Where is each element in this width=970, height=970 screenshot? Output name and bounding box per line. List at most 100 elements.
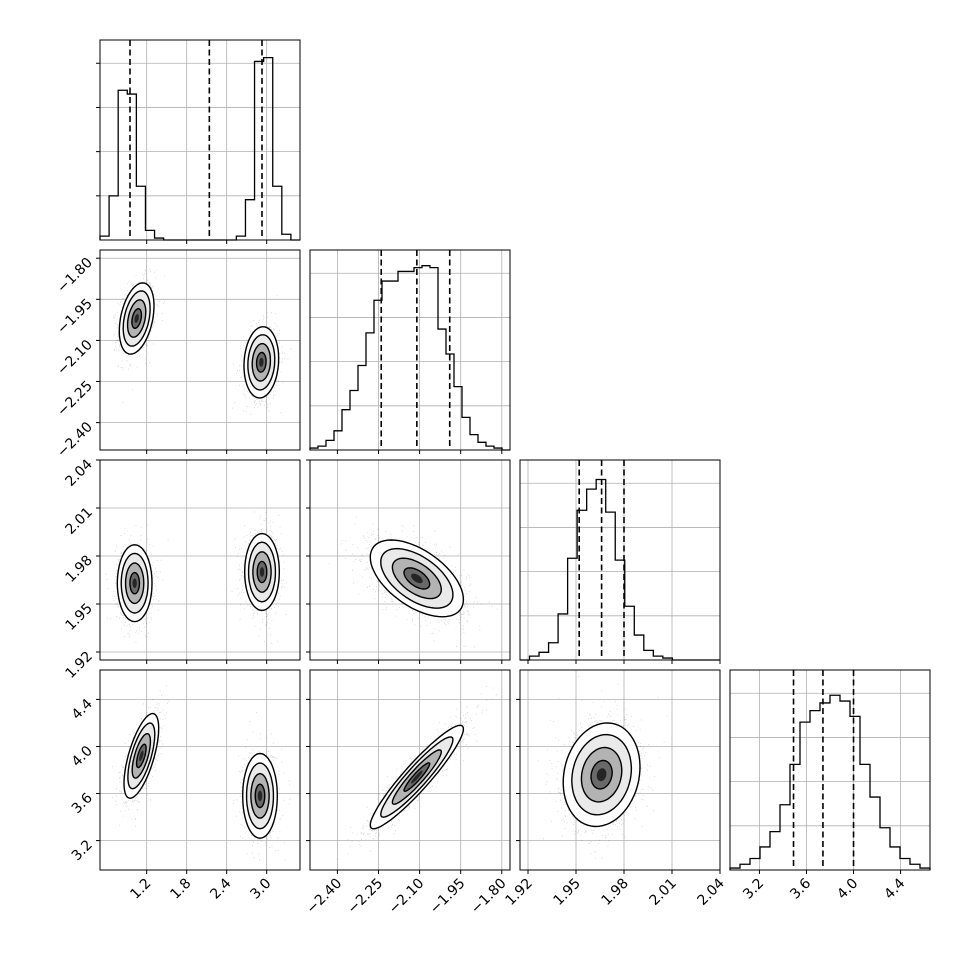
histogram-2: [520, 478, 720, 661]
contour-line: [116, 544, 153, 623]
density-level: [257, 790, 263, 802]
y-tick-label: −1.95: [54, 296, 96, 338]
y-tick-label: −2.25: [54, 378, 96, 420]
density-level: [259, 357, 264, 367]
hist-panel-3: [729, 669, 931, 874]
contour-line: [590, 759, 613, 790]
y-tick-label: 2.04: [62, 456, 95, 489]
contour-line: [403, 762, 431, 793]
contour-line: [247, 334, 276, 391]
hist-panel-2: [519, 459, 721, 664]
contour-line: [369, 724, 465, 830]
contour-line: [247, 541, 277, 603]
x-tick-label: 1.95: [550, 876, 583, 909]
density-level: [134, 314, 139, 323]
contour-line: [380, 547, 454, 609]
axes-frame: [99, 459, 301, 661]
density-panel-2-1: [306, 459, 511, 664]
contour-line: [126, 299, 147, 338]
density-level: [259, 567, 265, 577]
x-tick-label: 1.98: [598, 876, 631, 909]
axes-frame: [729, 669, 931, 871]
x-tick-label: 4.0: [834, 876, 861, 903]
y-tick-label: 3.6: [69, 790, 96, 817]
contour-line: [254, 783, 266, 809]
y-tick-label: 1.92: [62, 649, 95, 682]
contour-line: [118, 282, 155, 355]
contour-line: [245, 762, 275, 830]
y-tick-label: 3.2: [69, 837, 96, 864]
y-tick-label: 1.95: [62, 601, 95, 634]
contour-line: [241, 752, 279, 839]
density-level: [411, 770, 423, 784]
y-tick-label: 4.0: [69, 743, 96, 770]
x-tick-label: 1.2: [127, 876, 154, 903]
y-tick-label: 2.01: [62, 505, 95, 538]
density-content: [537, 676, 668, 859]
contour-line: [243, 532, 281, 612]
density-level: [411, 573, 423, 584]
contour-line: [131, 733, 152, 779]
histogram-3: [729, 694, 931, 870]
x-tick-label: 3.0: [247, 876, 274, 903]
axes-frame: [99, 249, 301, 451]
y-tick-label: 4.4: [69, 696, 96, 723]
contour-line: [571, 733, 633, 816]
contour-line: [580, 746, 623, 803]
density-content: [328, 516, 498, 648]
contour-line: [251, 343, 272, 382]
y-tick-label: −1.80: [54, 255, 96, 297]
density-content: [337, 686, 497, 860]
x-tick-label: −2.25: [345, 876, 387, 918]
x-tick-label: 2.04: [694, 875, 727, 908]
contour-line: [120, 552, 149, 614]
x-tick-label: 4.4: [881, 875, 908, 902]
density-panel-1-0: −1.80−1.95−2.10−2.25−2.40: [54, 249, 301, 461]
contour-line: [391, 557, 443, 600]
contour-line: [243, 326, 280, 399]
contour-line: [255, 351, 267, 373]
x-tick-label: −2.40: [304, 876, 346, 918]
hist-panel-1: [309, 249, 511, 454]
axes-frame: [519, 459, 721, 661]
contour-line: [252, 551, 272, 593]
panels-layer: −1.80−1.95−2.10−2.25−2.402.042.011.981.9…: [54, 39, 931, 917]
density-content: [100, 268, 292, 415]
x-tick-label: 3.2: [740, 876, 767, 903]
contour-line: [403, 567, 431, 590]
x-tick-label: −1.95: [427, 876, 469, 918]
density-level: [139, 750, 144, 762]
contour-line: [369, 539, 465, 618]
density-panel-3-2: [516, 669, 721, 874]
density-content: [105, 511, 287, 644]
axes-frame: [99, 669, 301, 871]
x-tick-label: −2.10: [386, 876, 428, 918]
contour-line: [391, 749, 443, 805]
axes-frame: [309, 669, 511, 871]
y-tick-label: 1.98: [62, 553, 95, 586]
contour-line: [129, 571, 141, 595]
density-panel-3-1: [306, 669, 511, 874]
y-tick-label: −2.10: [54, 337, 96, 379]
x-tick-label: 2.4: [207, 875, 234, 902]
contour-line: [380, 736, 454, 818]
histogram-1: [309, 265, 510, 451]
density-panel-2-0: 2.04 2.01 1.98 1.95 1.92: [62, 456, 301, 682]
contour-line: [131, 308, 143, 329]
density-level: [596, 768, 607, 782]
x-tick-labels: 1.2 1.8 2.4 3.0 −2.40 −2.25 −2.10 −1.95 −1.801.9…: [127, 875, 908, 917]
contour-line: [124, 562, 145, 605]
contour-line: [250, 772, 270, 819]
contour-line: [127, 722, 156, 790]
density-panel-3-0: 4.4 4.0 3.6 3.2: [69, 669, 301, 874]
x-tick-label: 1.92: [502, 876, 535, 909]
density-level: [132, 578, 137, 588]
density-content: [112, 685, 291, 861]
axes-frame: [519, 669, 721, 871]
x-tick-label: 1.8: [167, 876, 194, 903]
axes-frame: [99, 39, 301, 241]
axes-frame: [309, 459, 511, 661]
x-tick-label: 2.01: [646, 876, 679, 909]
hist-panel-0: [96, 39, 301, 244]
contour-line: [122, 290, 151, 347]
